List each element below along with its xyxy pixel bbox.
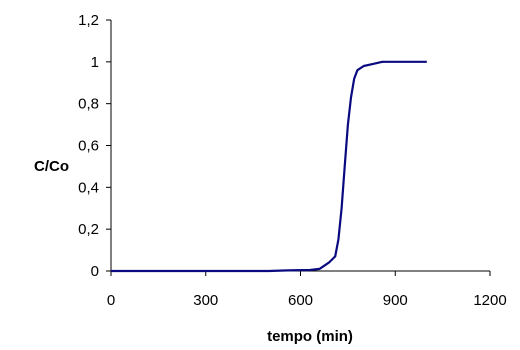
x-tick-label: 0	[107, 292, 115, 309]
x-tick-label: 1200	[473, 292, 506, 309]
x-axis-title: tempo (min)	[267, 328, 353, 345]
y-axis-ticks: 0 0,2 0,4 0,6 0,8 1 1,2	[78, 12, 111, 280]
x-axis-ticks: 0 300 600 900 1200	[107, 271, 507, 309]
y-tick-label: 0,8	[78, 96, 99, 113]
y-tick-label: 0	[91, 263, 99, 280]
y-tick-label: 1	[91, 54, 99, 71]
y-tick-label: 1,2	[78, 12, 99, 29]
y-axis-title: C/Co	[34, 158, 69, 175]
y-tick-label: 0,6	[78, 138, 99, 155]
x-tick-label: 300	[193, 292, 218, 309]
y-tick-label: 0,4	[78, 179, 99, 196]
series-line	[111, 60, 427, 273]
y-tick-label: 0,2	[78, 221, 99, 238]
x-tick-label: 900	[383, 292, 408, 309]
x-tick-label: 600	[288, 292, 313, 309]
